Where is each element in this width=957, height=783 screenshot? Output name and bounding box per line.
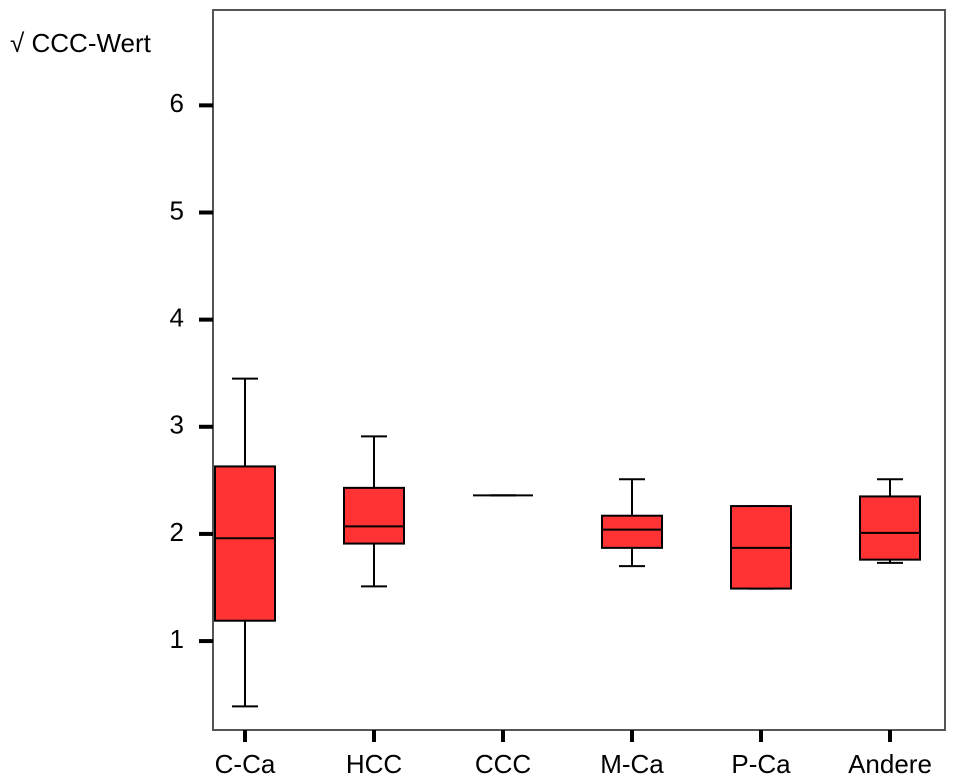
box <box>601 514 663 549</box>
y-tick-label: 6 <box>170 88 184 118</box>
x-tick-label: P-Ca <box>731 749 791 779</box>
box <box>343 486 405 545</box>
plot-frame <box>212 9 946 731</box>
x-tick-label: C-Ca <box>215 749 276 779</box>
x-tick-label: Andere <box>848 749 932 779</box>
y-tick-label: 5 <box>170 195 184 225</box>
y-tick-label: 3 <box>170 410 184 440</box>
x-tick-label: M-Ca <box>600 749 664 779</box>
y-tick-label: 2 <box>170 517 184 547</box>
box <box>214 465 276 622</box>
x-tick-label: CCC <box>475 749 531 779</box>
y-axis-label: √ CCC-Wert <box>10 28 152 58</box>
x-tick-label: HCC <box>346 749 402 779</box>
y-tick-label: 4 <box>170 303 184 333</box>
box <box>859 495 921 561</box>
y-tick-label: 1 <box>170 624 184 654</box>
